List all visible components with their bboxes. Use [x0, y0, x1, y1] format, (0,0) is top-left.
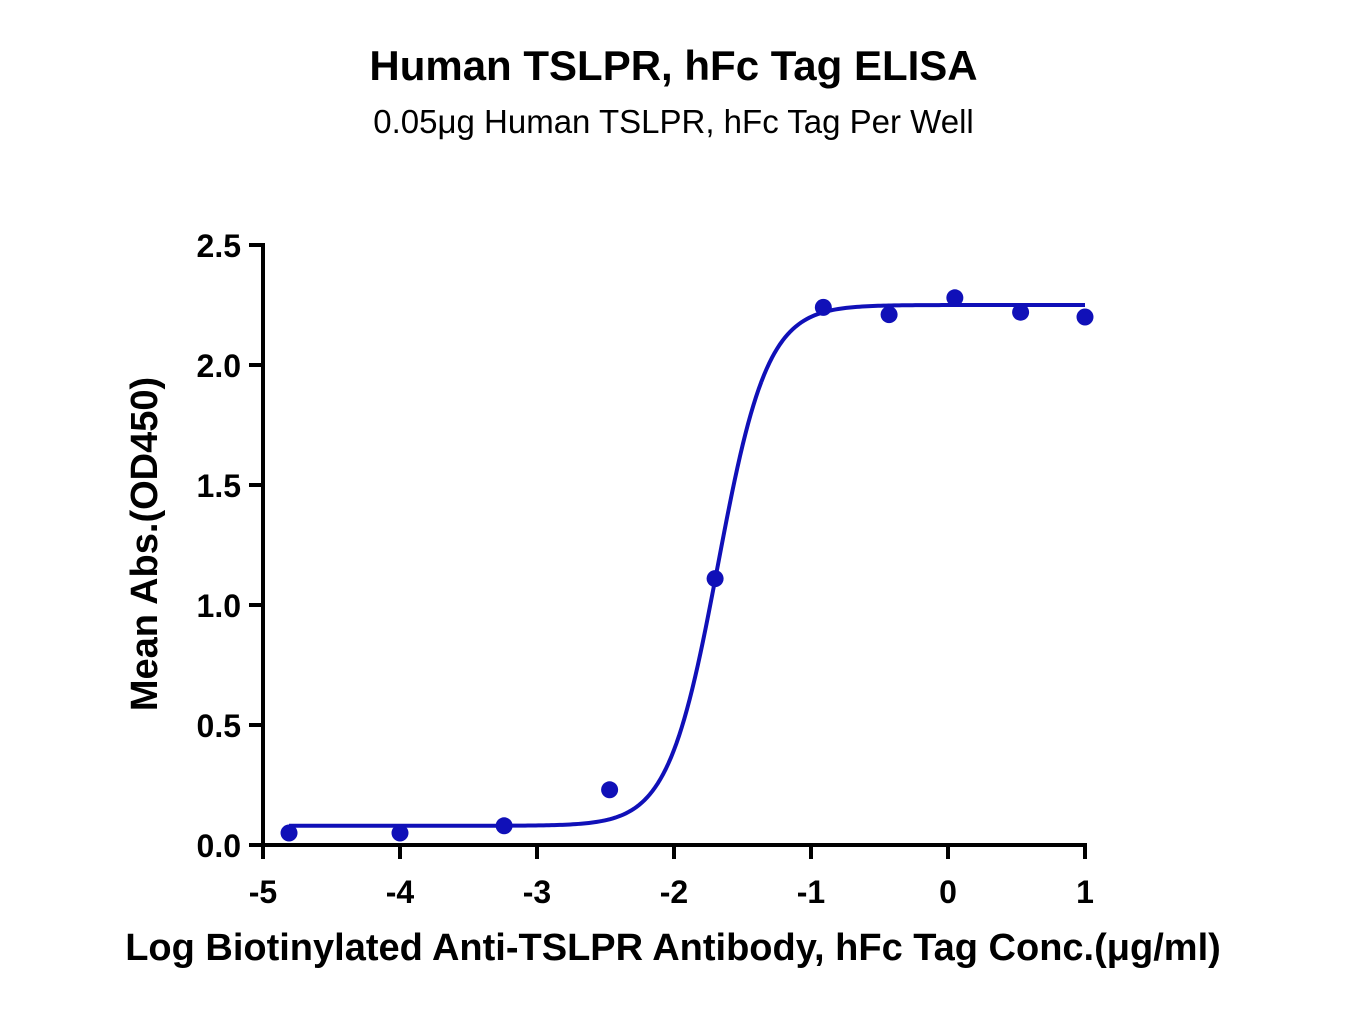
data-point: [1012, 303, 1030, 321]
data-points: [280, 289, 1094, 842]
ticks: -5 -4 -3 -2 -1 0 1 0.0 0.5 1.0 1.5 2.0 2.5: [197, 228, 1094, 910]
data-point: [946, 289, 964, 307]
y-axis-title: Mean Abs.(OD450): [124, 377, 166, 711]
x-tick-label: 0: [939, 874, 957, 910]
y-tick-label: 2.5: [197, 228, 241, 264]
data-point: [280, 824, 298, 842]
data-point: [495, 817, 513, 835]
y-tick-label: 0.0: [197, 828, 241, 864]
chart-subtitle: 0.05μg Human TSLPR, hFc Tag Per Well: [373, 103, 974, 140]
data-point: [880, 306, 898, 324]
chart-title: Human TSLPR, hFc Tag ELISA: [369, 42, 978, 89]
x-tick-label: 1: [1076, 874, 1094, 910]
x-tick-label: -5: [249, 874, 277, 910]
y-tick-label: 0.5: [197, 708, 241, 744]
data-point: [706, 570, 724, 588]
x-axis-title: Log Biotinylated Anti-TSLPR Antibody, hF…: [125, 927, 1221, 969]
x-tick-label: -1: [797, 874, 825, 910]
y-tick-label: 1.0: [197, 588, 241, 624]
data-point: [391, 824, 409, 842]
y-tick-label: 2.0: [197, 348, 241, 384]
x-tick-label: -4: [386, 874, 415, 910]
y-tick-label: 1.5: [197, 468, 241, 504]
x-tick-label: -3: [523, 874, 551, 910]
data-point: [814, 298, 832, 316]
data-point: [1076, 308, 1094, 326]
x-tick-label: -2: [660, 874, 688, 910]
data-point: [601, 781, 619, 799]
fit-curve: [289, 303, 1085, 828]
